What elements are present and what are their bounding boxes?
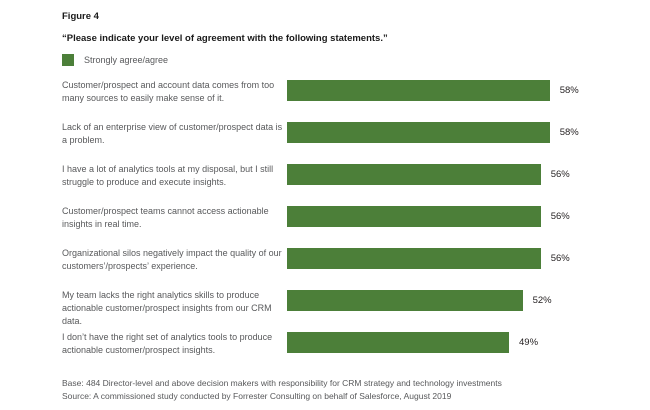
footer-source: Source: A commissioned study conducted b… <box>62 391 452 401</box>
bar-label: Lack of an enterprise view of customer/p… <box>62 122 283 145</box>
chart-row: Lack of an enterprise view of customer/p… <box>62 121 622 163</box>
chart-row: I have a lot of analytics tools at my di… <box>62 163 622 205</box>
chart-rows: Customer/prospect and account data comes… <box>62 79 622 373</box>
bar-area: 58% <box>287 121 622 143</box>
bar-area: 56% <box>287 247 622 269</box>
bar-label: Customer/prospect teams cannot access ac… <box>62 206 269 229</box>
bar-value: 56% <box>550 252 570 264</box>
bar <box>287 205 541 227</box>
bar-value: 56% <box>550 168 570 180</box>
chart-row: My team lacks the right analytics skills… <box>62 289 622 331</box>
bar-area: 56% <box>287 205 622 227</box>
bar-value: 49% <box>519 336 539 348</box>
bar <box>287 163 541 185</box>
chart-legend: Strongly agree/agree <box>62 54 622 66</box>
bar-value: 52% <box>532 294 552 306</box>
bar <box>287 121 550 143</box>
legend-label: Strongly agree/agree <box>84 55 169 65</box>
bar-label: My team lacks the right analytics skills… <box>62 290 272 326</box>
chart-title: “Please indicate your level of agreement… <box>62 33 388 44</box>
legend-swatch <box>62 54 74 66</box>
chart-row: Customer/prospect and account data comes… <box>62 79 622 121</box>
bar-area: 58% <box>287 79 622 101</box>
bar-label: I don’t have the right set of analytics … <box>62 332 273 355</box>
bar <box>287 79 550 101</box>
bar-value: 58% <box>559 84 579 96</box>
bar-label: Organizational silos negatively impact t… <box>62 248 282 271</box>
figure-label: Figure 4 <box>62 11 99 22</box>
bar-label: Customer/prospect and account data comes… <box>62 80 275 103</box>
chart-footer: Base: 484 Director-level and above decis… <box>62 377 622 403</box>
bar-value: 58% <box>559 126 579 138</box>
bar-label: I have a lot of analytics tools at my di… <box>62 164 274 187</box>
bar-value: 56% <box>550 210 570 222</box>
chart-row: I don’t have the right set of analytics … <box>62 331 622 373</box>
bar-area: 49% <box>287 331 622 353</box>
chart-row: Organizational silos negatively impact t… <box>62 247 622 289</box>
bar <box>287 247 541 269</box>
footer-base: Base: 484 Director-level and above decis… <box>62 378 502 388</box>
bar <box>287 289 523 311</box>
bar-area: 56% <box>287 163 622 185</box>
bar <box>287 331 509 353</box>
chart-row: Customer/prospect teams cannot access ac… <box>62 205 622 247</box>
bar-area: 52% <box>287 289 622 311</box>
